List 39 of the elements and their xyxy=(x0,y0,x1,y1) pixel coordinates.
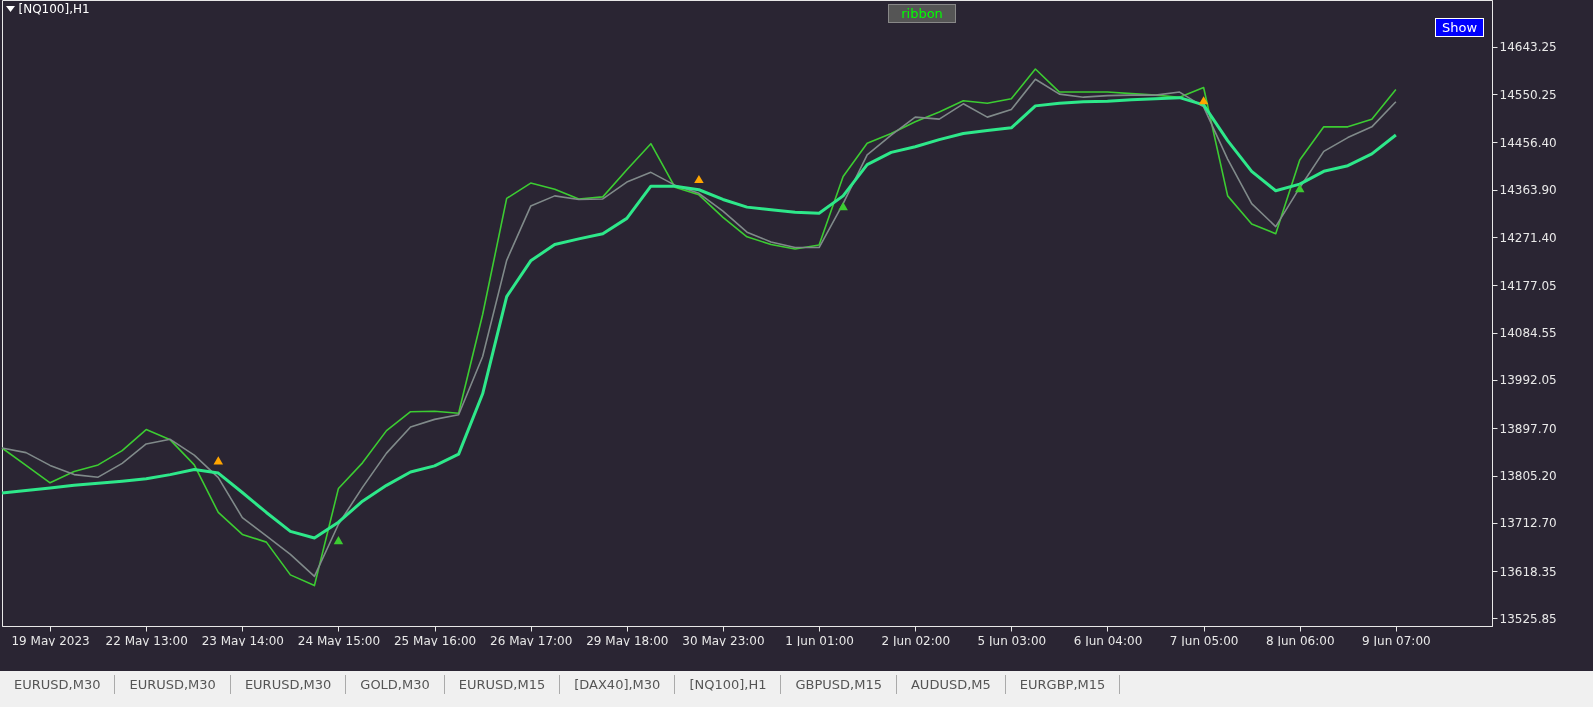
x-tick-label: 5 Jun 03:00 xyxy=(977,633,1047,648)
y-tick-label: 13805.20 xyxy=(1499,469,1557,484)
text: GBPUSD,M15 xyxy=(781,675,897,694)
chart-title: [NQ100],H1 xyxy=(18,2,90,16)
text: EURUSD,M30 xyxy=(115,675,231,694)
y-tick-label: 14084.55 xyxy=(1499,326,1557,341)
text: [NQ100],H1 xyxy=(675,675,782,694)
y-tick-label: 13618.35 xyxy=(1499,564,1557,579)
text: EURGBP,M15 xyxy=(1005,675,1121,694)
x-tick-label: 7 Jun 05:00 xyxy=(1169,633,1239,648)
point xyxy=(333,535,344,545)
point xyxy=(694,174,704,184)
y-tick-label: 14271.40 xyxy=(1499,230,1557,245)
annotation: Show xyxy=(1435,18,1485,37)
text: EURUSD,M15 xyxy=(444,675,561,694)
text: AUDUSD,M5 xyxy=(896,675,1006,694)
point xyxy=(838,202,848,211)
text: [DAX40],M30 xyxy=(560,675,676,694)
y-tick-label: 14177.05 xyxy=(1499,278,1557,293)
y-tick-label: 13712.70 xyxy=(1499,516,1557,531)
x-tick-label: 8 Jun 06:00 xyxy=(1265,633,1335,648)
x-tick-label: 9 Jun 07:00 xyxy=(1362,633,1431,648)
x-tick-label: 6 Jun 04:00 xyxy=(1073,633,1143,648)
y-tick-label: 13897.70 xyxy=(1499,421,1557,436)
point xyxy=(1198,96,1209,105)
x-tick-label: 1 Jun 01:00 xyxy=(785,633,854,648)
point xyxy=(213,456,224,465)
x-tick-label: 2 Jun 02:00 xyxy=(881,633,951,648)
y-tick-label: 14456.40 xyxy=(1499,135,1557,150)
annotation: ribbon xyxy=(888,4,956,23)
y-tick-label: 14550.25 xyxy=(1499,87,1557,102)
y-tick-label: 13525.85 xyxy=(1499,611,1557,626)
y-tick-label: 14643.25 xyxy=(1499,40,1557,55)
point xyxy=(1295,184,1305,193)
text: EURUSD,M30 xyxy=(230,675,347,694)
text: EURUSD,M30 xyxy=(0,675,116,694)
text: GOLD,M30 xyxy=(346,675,445,694)
y-tick-label: 13992.05 xyxy=(1499,373,1557,388)
y-tick-label: 14363.90 xyxy=(1499,183,1557,198)
